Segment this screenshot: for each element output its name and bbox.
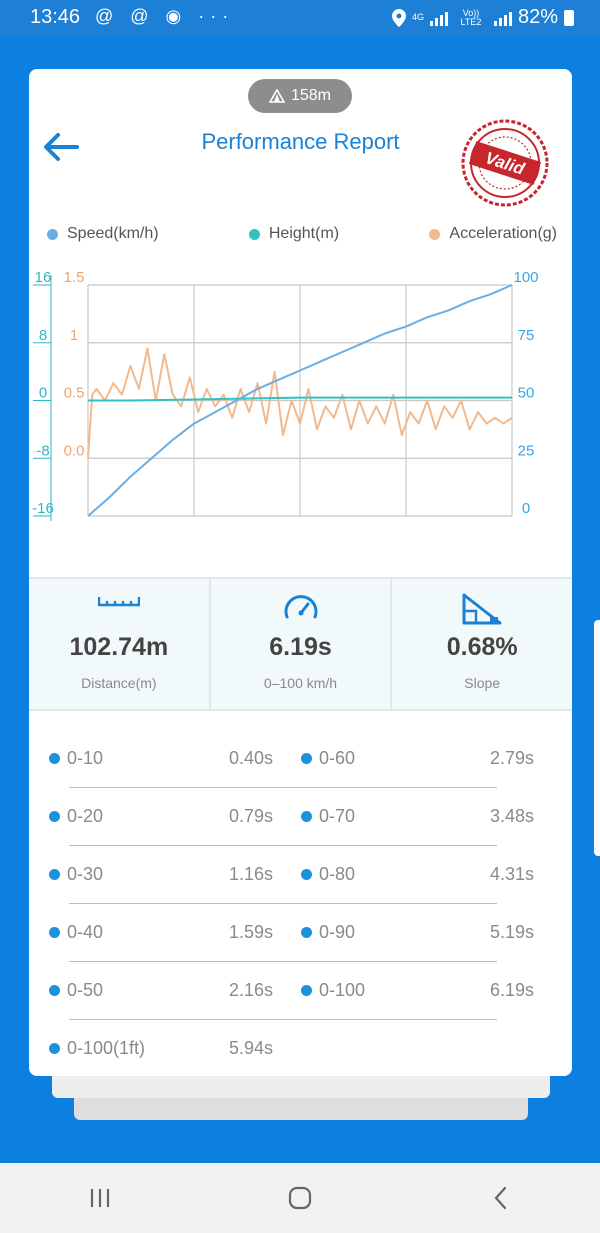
- network-lte-label: Vo)) LTE2: [460, 7, 482, 27]
- legend-acceleration[interactable]: Acceleration(g): [429, 225, 557, 243]
- bullet-icon: [301, 869, 312, 880]
- stat-slope: 0.68% Slope: [392, 579, 572, 709]
- axis-tick-height: 0: [39, 385, 47, 402]
- system-nav-bar: [0, 1163, 600, 1233]
- bullet-icon: [301, 927, 312, 938]
- legend-speed[interactable]: Speed(km/h): [47, 225, 159, 243]
- page-title: Performance Report: [201, 129, 400, 154]
- performance-report-card: 158m Performance Report Valid Speed(km/h…: [29, 69, 572, 1076]
- axis-tick-height: -8: [36, 442, 49, 459]
- axis-tick-acceleration: 0.0: [64, 442, 85, 459]
- mountain-icon: [268, 89, 285, 103]
- edge-panel-handle[interactable]: [594, 620, 600, 856]
- bullet-icon: [301, 811, 312, 822]
- battery-percent: 82%: [517, 6, 558, 28]
- back-nav-button[interactable]: [480, 1178, 520, 1218]
- divider: [69, 845, 497, 846]
- stat-distance: 102.74m Distance(m): [29, 579, 211, 709]
- bullet-icon: [49, 869, 60, 880]
- bullet-icon: [301, 753, 312, 764]
- axis-tick-acceleration: 1: [70, 327, 78, 344]
- network-4g-label: 4G: [411, 12, 424, 22]
- bullet-icon: [49, 985, 60, 996]
- altitude-value: 158m: [290, 87, 332, 104]
- home-icon: [288, 1186, 312, 1210]
- axis-tick-height: 8: [39, 327, 47, 344]
- list-item: 0-40 1.59s 0-90 5.19s: [29, 903, 572, 962]
- stat-slope-value: 0.68%: [446, 633, 518, 661]
- legend-height[interactable]: Height(m): [248, 225, 339, 243]
- battery-icon: [564, 9, 574, 26]
- axis-tick-speed: 25: [518, 442, 535, 459]
- axis-tick-speed: 100: [513, 269, 538, 286]
- speedometer-icon: [284, 595, 317, 619]
- stats-panel: 102.74m Distance(m) 6.19s 0–100 km/h 0.6…: [29, 577, 572, 711]
- ruler-icon: [97, 597, 140, 607]
- arrow-left-icon: [44, 133, 79, 161]
- stat-acceleration-time-label: 0–100 km/h: [263, 675, 338, 691]
- clock: 13:46: [30, 6, 81, 28]
- height-series-line: [88, 396, 512, 402]
- altitude-chip: 158m: [248, 79, 352, 113]
- list-item: 0-100(1ft) 5.94s: [29, 1019, 572, 1076]
- bullet-icon: [49, 753, 60, 764]
- status-bar: 13:46 @ @ ◉ ··· 4G Vo)) LTE2 82%: [0, 0, 600, 36]
- stat-slope-label: Slope: [464, 675, 501, 691]
- axis-tick-speed: 0: [522, 500, 530, 517]
- chevron-left-icon: [494, 1186, 507, 1210]
- axis-tick-acceleration: 1.5: [64, 269, 85, 286]
- axis-tick-acceleration: 0.5: [64, 385, 85, 402]
- divider: [69, 787, 497, 788]
- divider: [69, 903, 497, 904]
- valid-stamp: Valid: [461, 119, 549, 207]
- divider: [69, 961, 497, 962]
- list-item: 0-10 0.40s 0-60 2.79s: [29, 729, 572, 788]
- axis-tick-height: -16: [32, 500, 54, 517]
- signal-icon-2: [493, 10, 512, 26]
- list-item: 0-30 1.16s 0-80 4.31s: [29, 845, 572, 904]
- signal-icon-1: [429, 10, 448, 26]
- acceleration-series-line: [87, 347, 513, 459]
- divider: [69, 1019, 497, 1020]
- home-button[interactable]: [280, 1178, 320, 1218]
- bullet-icon: [49, 1043, 60, 1054]
- chart-legend: Speed(km/h) Height(m) Acceleration(g): [47, 225, 557, 243]
- back-button[interactable]: [41, 127, 81, 167]
- notification-icons: @ @ ◉ ···: [95, 6, 235, 26]
- axis-tick-speed: 50: [518, 385, 535, 402]
- list-item: 0-20 0.79s 0-70 3.48s: [29, 787, 572, 846]
- bullet-icon: [49, 927, 60, 938]
- stat-distance-value: 102.74m: [69, 633, 169, 661]
- stat-acceleration-time-value: 6.19s: [269, 633, 332, 661]
- list-item: 0-50 2.16s 0-100 6.19s: [29, 961, 572, 1020]
- location-icon: [391, 8, 406, 27]
- speed-series-line: [87, 284, 513, 517]
- stat-distance-label: Distance(m): [81, 675, 157, 691]
- recent-apps-icon: [90, 1189, 110, 1207]
- bullet-icon: [49, 811, 60, 822]
- bullet-icon: [301, 985, 312, 996]
- stat-acceleration-time: 6.19s 0–100 km/h: [211, 579, 393, 709]
- performance-chart: 16 8 0 -8 -16 1.5 1 0.5 0.0 100 75 50 25 0: [32, 269, 539, 521]
- axis-tick-height: 16: [35, 269, 52, 286]
- axis-tick-speed: 75: [518, 327, 535, 344]
- split-times-list: 0-10 0.40s 0-60 2.79s 0-20 0.79s 0-70 3.…: [29, 729, 572, 1076]
- recent-apps-button[interactable]: [80, 1178, 120, 1218]
- slope-icon: [462, 593, 502, 625]
- status-right: 4G Vo)) LTE2 82%: [391, 6, 574, 29]
